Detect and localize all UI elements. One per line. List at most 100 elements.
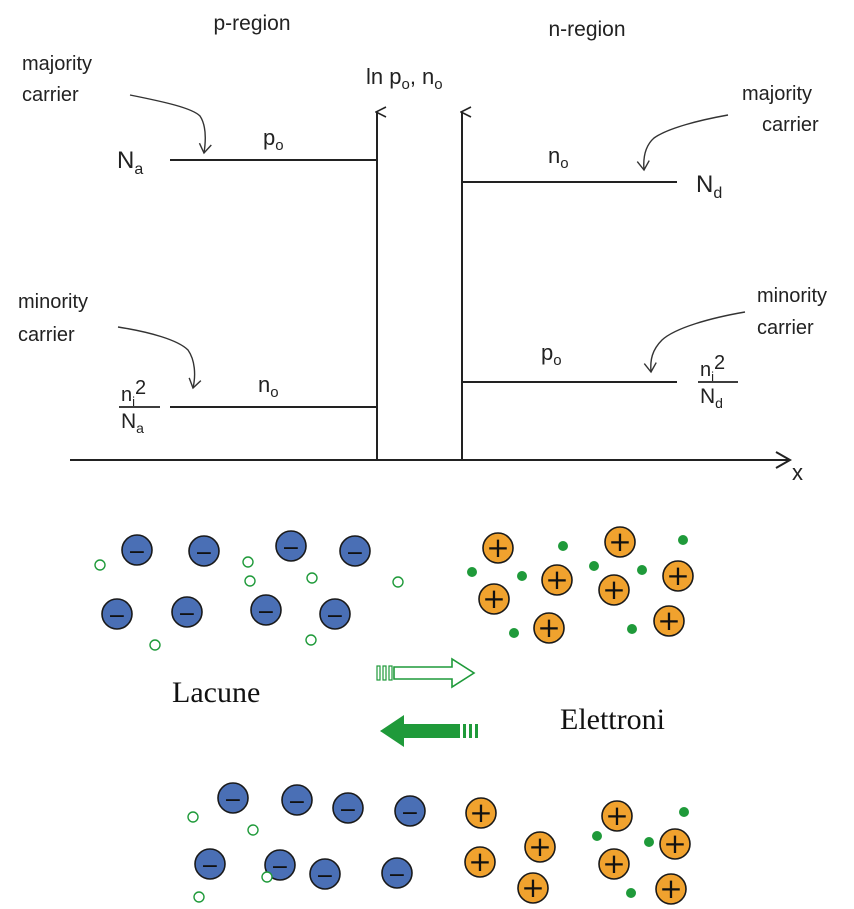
svg-text:−: − bbox=[178, 602, 196, 627]
acceptor-ion: − bbox=[264, 849, 296, 881]
electron-carrier bbox=[626, 888, 636, 898]
junction-illustration: − − − −− − − −− − − −− − − −+ +++ + ++ ++++++++ + Lacune … bbox=[94, 525, 694, 905]
electron-carrier bbox=[592, 831, 602, 841]
p-minority-line-label: no bbox=[258, 372, 279, 401]
electron-carrier bbox=[678, 535, 688, 545]
svg-text:+: + bbox=[666, 559, 689, 592]
carrier-concentration-plot: p-region n-region ln po, no x Na po no bbox=[18, 12, 827, 485]
hole-carrier bbox=[242, 556, 254, 568]
svg-text:+: + bbox=[663, 827, 686, 860]
donor-ion: + bbox=[598, 847, 630, 880]
svg-text:+: + bbox=[545, 563, 568, 596]
svg-text:−: − bbox=[288, 790, 306, 815]
svg-text:−: − bbox=[326, 604, 344, 629]
n-majority-pointer bbox=[636, 114, 729, 172]
p-majority-line-label: po bbox=[263, 125, 284, 154]
acceptor-ion: − bbox=[250, 594, 282, 626]
n-region-label: n-region bbox=[548, 18, 625, 41]
n-minority-pointer bbox=[643, 311, 746, 374]
acceptor-ion: − bbox=[101, 598, 133, 630]
electron-carrier bbox=[679, 807, 689, 817]
svg-text:−: − bbox=[339, 798, 357, 823]
donor-ion: + bbox=[524, 830, 556, 863]
hole-carrier bbox=[193, 891, 205, 903]
acceptor-ion: − bbox=[339, 535, 371, 567]
svg-text:−: − bbox=[195, 541, 213, 566]
p-minority-pointer bbox=[117, 326, 202, 390]
electron-carrier bbox=[517, 571, 527, 581]
hole-carrier bbox=[187, 811, 199, 823]
p-minority-level-label: ni2 Na bbox=[119, 377, 160, 436]
n-majority-carrier-note: majority carrier bbox=[742, 83, 819, 136]
svg-text:Na: Na bbox=[121, 410, 144, 436]
svg-text:−: − bbox=[388, 863, 406, 888]
y-axis-label: ln po, no bbox=[366, 64, 443, 93]
svg-text:−: − bbox=[271, 855, 289, 880]
svg-text:+: + bbox=[605, 799, 628, 832]
donor-ion: + bbox=[659, 827, 691, 860]
n-majority-line-label: no bbox=[548, 143, 569, 172]
free-carrier-layer bbox=[94, 535, 689, 903]
electron-carrier bbox=[637, 565, 647, 575]
electron-carrier bbox=[589, 561, 599, 571]
svg-text:+: + bbox=[469, 796, 492, 829]
acceptor-ion: − bbox=[275, 530, 307, 562]
p-majority-level-label: Na bbox=[117, 147, 143, 178]
hole-carrier bbox=[247, 824, 259, 836]
acceptor-ion: − bbox=[332, 792, 364, 824]
svg-text:−: − bbox=[108, 604, 126, 629]
svg-text:−: − bbox=[316, 864, 334, 889]
svg-text:+: + bbox=[528, 830, 551, 863]
acceptor-ion: − bbox=[188, 535, 220, 567]
acceptor-ion: − bbox=[217, 782, 249, 814]
n-minority-line-label: po bbox=[541, 340, 562, 369]
donor-ion: + bbox=[604, 525, 636, 558]
electron-carrier bbox=[644, 837, 654, 847]
acceptor-ion: − bbox=[194, 848, 226, 880]
donor-ion: + bbox=[464, 845, 496, 878]
svg-text:+: + bbox=[659, 872, 682, 905]
acceptor-ion: − bbox=[171, 596, 203, 628]
donor-ion: + bbox=[465, 796, 497, 829]
svg-text:−: − bbox=[128, 540, 146, 565]
donor-ion: + bbox=[601, 799, 633, 832]
n-minority-level-label: ni2 Nd bbox=[698, 352, 738, 411]
hole-carrier bbox=[244, 575, 256, 587]
svg-text:−: − bbox=[201, 854, 219, 879]
donor-ion: + bbox=[655, 872, 687, 905]
svg-text:+: + bbox=[521, 871, 544, 904]
donor-ion: + bbox=[598, 573, 630, 606]
svg-text:ni2: ni2 bbox=[700, 352, 725, 384]
donor-ion: + bbox=[482, 531, 514, 564]
n-majority-level-label: Nd bbox=[696, 171, 722, 202]
hole-carrier bbox=[94, 559, 106, 571]
svg-text:−: − bbox=[282, 536, 300, 561]
donor-ion: + bbox=[517, 871, 549, 904]
hole-carrier bbox=[306, 572, 318, 584]
acceptor-ion: − bbox=[394, 795, 426, 827]
electron-carrier bbox=[558, 541, 568, 551]
svg-text:+: + bbox=[608, 525, 631, 558]
svg-text:−: − bbox=[401, 801, 419, 826]
holes-label: Lacune bbox=[172, 676, 260, 709]
donor-ion: + bbox=[662, 559, 694, 592]
acceptor-ion: − bbox=[319, 598, 351, 630]
donor-ion: + bbox=[653, 604, 685, 637]
svg-text:ni2: ni2 bbox=[121, 377, 146, 409]
electrons-label: Elettroni bbox=[560, 703, 665, 736]
p-majority-carrier-note: majority carrier bbox=[22, 53, 98, 106]
donor-ion: + bbox=[478, 582, 510, 615]
hole-carrier bbox=[149, 639, 161, 651]
p-majority-pointer bbox=[129, 94, 212, 155]
svg-text:+: + bbox=[537, 611, 560, 644]
x-axis-label: x bbox=[792, 460, 803, 485]
svg-text:−: − bbox=[224, 788, 242, 813]
hole-carrier bbox=[392, 576, 404, 588]
electron-carrier bbox=[467, 567, 477, 577]
hole-diffusion-arrow bbox=[376, 657, 476, 689]
svg-text:Nd: Nd bbox=[700, 385, 723, 411]
acceptor-ion: − bbox=[309, 858, 341, 890]
svg-text:+: + bbox=[657, 604, 680, 637]
svg-text:+: + bbox=[602, 847, 625, 880]
